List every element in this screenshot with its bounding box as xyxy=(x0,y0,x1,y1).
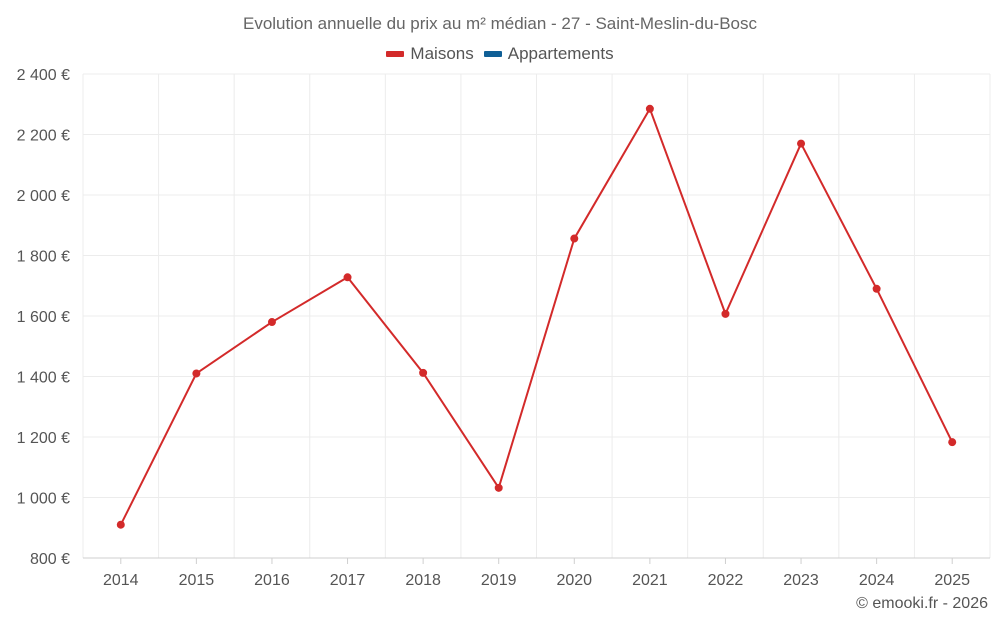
data-point xyxy=(797,139,806,148)
legend: Maisons Appartements xyxy=(0,44,1000,64)
legend-label-maisons: Maisons xyxy=(410,44,474,63)
data-point xyxy=(948,438,957,447)
legend-swatch-maisons xyxy=(386,51,405,57)
data-point xyxy=(192,369,201,378)
x-tick-label: 2022 xyxy=(708,572,744,589)
data-point xyxy=(343,273,352,282)
data-point xyxy=(116,520,125,529)
x-tick-label: 2023 xyxy=(783,572,819,589)
data-point xyxy=(570,234,579,243)
legend-label-appartements: Appartements xyxy=(507,44,614,63)
data-point xyxy=(872,284,881,293)
legend-item-maisons[interactable]: Maisons xyxy=(386,44,474,64)
y-tick-label: 2 400 € xyxy=(17,67,70,84)
y-tick-label: 1 400 € xyxy=(17,370,70,387)
x-tick-label: 2019 xyxy=(481,572,517,589)
y-tick-label: 1 200 € xyxy=(17,430,70,447)
y-tick-label: 1 800 € xyxy=(17,249,70,266)
data-point xyxy=(267,318,276,327)
y-tick-label: 1 600 € xyxy=(17,309,70,326)
chart-title: Evolution annuelle du prix au m² médian … xyxy=(242,14,758,33)
x-tick-label: 2020 xyxy=(556,572,592,589)
x-tick-label: 2025 xyxy=(934,572,970,589)
x-tick-label: 2017 xyxy=(330,572,366,589)
x-tick-label: 2024 xyxy=(859,572,895,589)
legend-swatch-appartements xyxy=(483,51,502,57)
data-point xyxy=(645,104,654,113)
x-tick-label: 2014 xyxy=(103,572,139,589)
y-tick-label: 800 € xyxy=(30,551,70,568)
x-tick-label: 2016 xyxy=(254,572,290,589)
y-tick-label: 1 000 € xyxy=(17,491,70,508)
series-line-maisons xyxy=(119,107,954,526)
y-tick-label: 2 000 € xyxy=(17,188,70,205)
y-tick-label: 2 200 € xyxy=(17,128,70,145)
data-point xyxy=(419,368,428,377)
data-point xyxy=(494,483,503,492)
x-tick-label: 2018 xyxy=(405,572,441,589)
credit-text: © emooki.fr - 2026 xyxy=(856,595,988,612)
x-tick-label: 2021 xyxy=(632,572,668,589)
x-tick-label: 2015 xyxy=(179,572,215,589)
legend-item-appartements[interactable]: Appartements xyxy=(483,44,614,64)
data-point xyxy=(721,309,730,318)
